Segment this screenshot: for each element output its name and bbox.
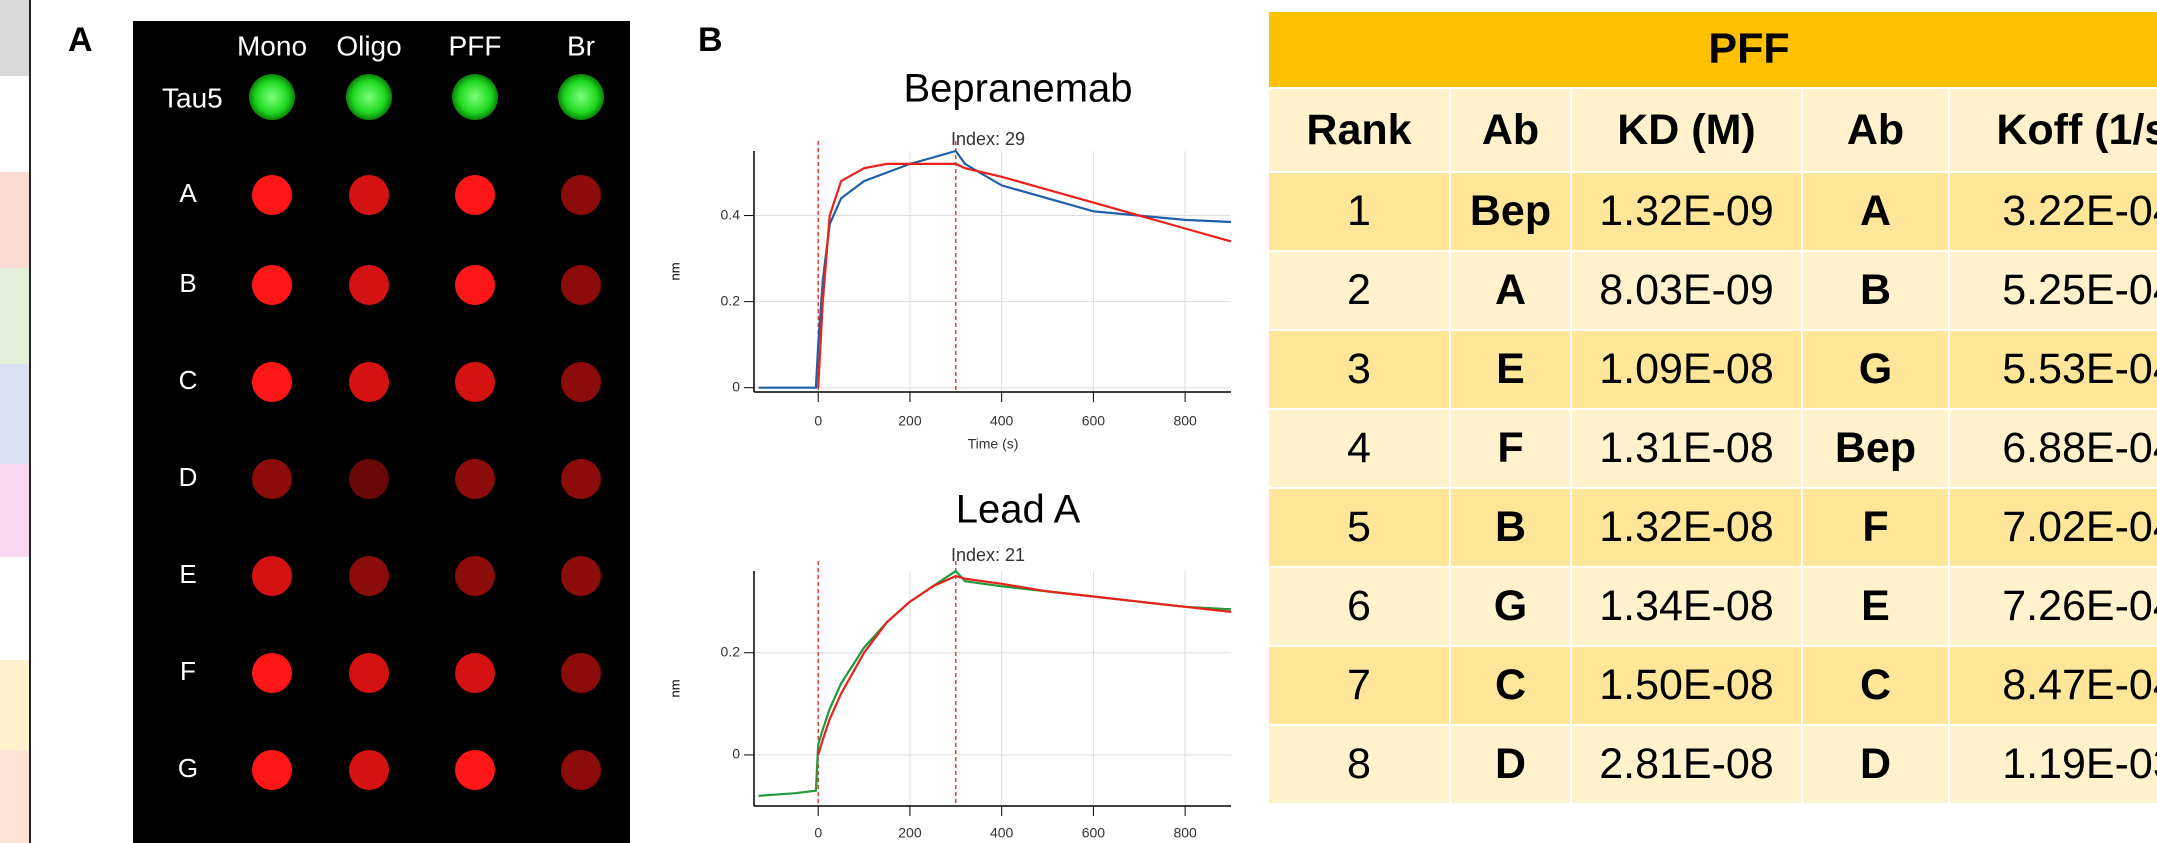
- table-title: PFF: [1268, 11, 2157, 88]
- table-cell: 2: [1268, 251, 1450, 330]
- table-cell: 1: [1268, 172, 1450, 251]
- table-cell: 5.25E-04: [1949, 251, 2157, 330]
- table-cell: 7.02E-04: [1949, 488, 2157, 567]
- table-cell: G: [1802, 330, 1949, 409]
- table-cell: 6.88E-04: [1949, 409, 2157, 488]
- table-cell: 1.50E-08: [1571, 646, 1802, 725]
- table-cell: 4: [1268, 409, 1450, 488]
- table-cell: 5: [1268, 488, 1450, 567]
- column-header: Ab: [1802, 88, 1949, 172]
- table-cell: 7: [1268, 646, 1450, 725]
- table-cell: A: [1450, 251, 1571, 330]
- table-cell: 1.32E-08: [1571, 488, 1802, 567]
- table-cell: 1.34E-08: [1571, 567, 1802, 646]
- table-cell: F: [1802, 488, 1949, 567]
- table-cell: 2.81E-08: [1571, 725, 1802, 804]
- table-cell: F: [1450, 409, 1571, 488]
- table-cell: B: [1450, 488, 1571, 567]
- table-cell: A: [1802, 172, 1949, 251]
- table-cell: 8: [1268, 725, 1450, 804]
- column-header: Rank: [1268, 88, 1450, 172]
- table-cell: 8.47E-04: [1949, 646, 2157, 725]
- table-cell: 1.09E-08: [1571, 330, 1802, 409]
- column-header: Koff (1/s): [1949, 88, 2157, 172]
- table-cell: 5.53E-04: [1949, 330, 2157, 409]
- table-cell: G: [1450, 567, 1571, 646]
- table-cell: 6: [1268, 567, 1450, 646]
- table-cell: C: [1450, 646, 1571, 725]
- table-cell: D: [1802, 725, 1949, 804]
- table-cell: 1.19E-03: [1949, 725, 2157, 804]
- table-cell: D: [1450, 725, 1571, 804]
- table-cell: Bep: [1802, 409, 1949, 488]
- page: A B Tau5 MonoOligoPFFBrABCDEFGBepranemab…: [0, 0, 2157, 843]
- table-cell: Bep: [1450, 172, 1571, 251]
- table-cell: C: [1802, 646, 1949, 725]
- table-cell: B: [1802, 251, 1949, 330]
- table-cell: 1.32E-09: [1571, 172, 1802, 251]
- table-cell: 3.22E-04: [1949, 172, 2157, 251]
- table-cell: 8.03E-09: [1571, 251, 1802, 330]
- table-cell: E: [1802, 567, 1949, 646]
- column-header: KD (M): [1571, 88, 1802, 172]
- table-cell: 1.31E-08: [1571, 409, 1802, 488]
- table-cell: 3: [1268, 330, 1450, 409]
- table-cell: 7.26E-04: [1949, 567, 2157, 646]
- column-header: Ab: [1450, 88, 1571, 172]
- table: PFFRankAbKD (M)AbKoff (1/s)1Bep1.32E-09A…: [0, 0, 2157, 843]
- table-cell: E: [1450, 330, 1571, 409]
